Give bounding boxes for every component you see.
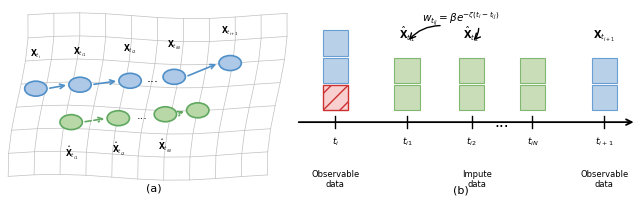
Circle shape bbox=[187, 103, 209, 118]
Bar bbox=[459, 58, 484, 83]
Text: $t_{iN}$: $t_{iN}$ bbox=[527, 136, 538, 148]
Text: $\hat{\mathbf{X}}_{t_{i1}}$: $\hat{\mathbf{X}}_{t_{i1}}$ bbox=[65, 145, 77, 162]
Bar bbox=[394, 58, 420, 83]
Text: $\mathbf{X}_{t_i}$: $\mathbf{X}_{t_i}$ bbox=[328, 29, 342, 44]
Bar bbox=[394, 85, 420, 110]
Text: $\hat{\mathbf{X}}_{t_{i2}}$: $\hat{\mathbf{X}}_{t_{i2}}$ bbox=[463, 25, 479, 44]
Text: $t_{i2}$: $t_{i2}$ bbox=[466, 136, 477, 148]
Text: ...: ... bbox=[495, 115, 509, 130]
Text: $\hat{\mathbf{X}}_{t_{i1}}$: $\hat{\mathbf{X}}_{t_{i1}}$ bbox=[399, 25, 415, 44]
Circle shape bbox=[25, 81, 47, 96]
Circle shape bbox=[69, 77, 91, 92]
Bar bbox=[591, 85, 617, 110]
Text: Observable
data: Observable data bbox=[580, 170, 628, 189]
Text: $\mathbf{X}_{t_{iN}}$: $\mathbf{X}_{t_{iN}}$ bbox=[167, 38, 181, 52]
Text: ...: ... bbox=[146, 72, 158, 85]
Text: (a): (a) bbox=[146, 183, 161, 193]
Circle shape bbox=[119, 73, 141, 88]
Bar bbox=[520, 85, 545, 110]
Bar bbox=[520, 58, 545, 83]
Text: $\mathbf{X}_{t_{i1}}$: $\mathbf{X}_{t_{i1}}$ bbox=[74, 46, 86, 59]
Text: (b): (b) bbox=[453, 185, 468, 195]
Text: Observable
data: Observable data bbox=[311, 170, 360, 189]
Bar bbox=[323, 85, 348, 110]
Text: $\mathbf{X}_{t_{i+1}}$: $\mathbf{X}_{t_{i+1}}$ bbox=[221, 24, 239, 38]
Bar bbox=[323, 30, 348, 56]
Circle shape bbox=[107, 111, 129, 126]
Text: $\mathbf{X}_{t_{i2}}$: $\mathbf{X}_{t_{i2}}$ bbox=[124, 42, 136, 56]
Text: $\mathbf{X}_{t_{i+1}}$: $\mathbf{X}_{t_{i+1}}$ bbox=[593, 29, 615, 44]
Circle shape bbox=[154, 107, 177, 122]
Text: Impute
data: Impute data bbox=[462, 170, 492, 189]
Bar bbox=[323, 58, 348, 83]
Circle shape bbox=[219, 56, 241, 71]
Circle shape bbox=[60, 115, 83, 130]
Circle shape bbox=[163, 69, 186, 84]
Text: $t_{i1}$: $t_{i1}$ bbox=[402, 136, 412, 148]
Bar bbox=[591, 58, 617, 83]
Text: $\mathbf{X}_{t_i}$: $\mathbf{X}_{t_i}$ bbox=[30, 48, 42, 61]
Text: $\hat{\mathbf{X}}_{t_{i2}}$: $\hat{\mathbf{X}}_{t_{i2}}$ bbox=[112, 141, 125, 158]
Text: $t_i$: $t_i$ bbox=[332, 136, 339, 148]
Text: $w_{t_{ij}} = \beta e^{-\zeta(t_i - t_{ij})}$: $w_{t_{ij}} = \beta e^{-\zeta(t_i - t_{i… bbox=[422, 10, 499, 28]
Bar bbox=[459, 85, 484, 110]
Text: $t_{i+1}$: $t_{i+1}$ bbox=[595, 136, 613, 148]
Text: ...: ... bbox=[136, 111, 147, 121]
Text: $\hat{\mathbf{X}}_{t_{iN}}$: $\hat{\mathbf{X}}_{t_{iN}}$ bbox=[159, 138, 172, 154]
